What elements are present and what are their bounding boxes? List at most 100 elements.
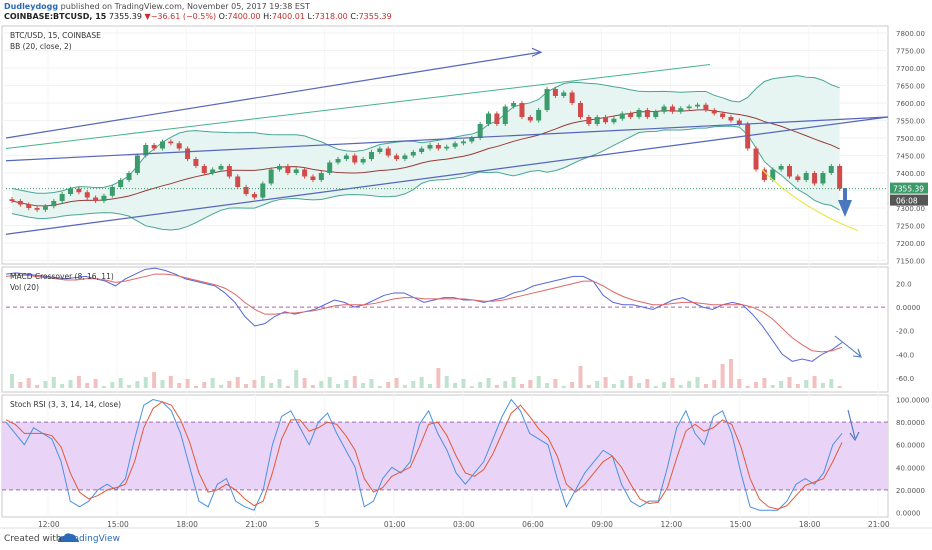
low-value: 7318.00 <box>314 12 348 21</box>
volume-bar <box>302 378 307 388</box>
volume-bar <box>101 386 106 388</box>
candle-body <box>185 148 191 159</box>
candle-body <box>795 176 801 180</box>
candle-body <box>477 124 483 138</box>
price-axis-label: 7200.00 <box>896 240 925 248</box>
price-axis-label: 7600.00 <box>896 100 925 108</box>
candle-body <box>285 166 291 173</box>
volume-bar <box>118 378 123 388</box>
volume-bar <box>795 384 800 388</box>
volume-bar <box>687 381 692 388</box>
volume-bar <box>829 379 834 388</box>
candle-body <box>235 176 241 187</box>
volume-bar <box>762 378 767 388</box>
volume-bar <box>168 376 173 388</box>
stoch-axis-label: 80.0000 <box>896 419 925 427</box>
down-arrow-icon <box>838 188 852 217</box>
high-label: H: <box>263 12 272 21</box>
candle-body <box>51 201 57 207</box>
candle-body <box>210 169 216 173</box>
countdown-badge <box>890 194 928 206</box>
volume-bar <box>820 383 825 388</box>
volume-bar <box>252 380 257 388</box>
close-value: 7355.39 <box>358 12 392 21</box>
candle-body <box>486 113 492 124</box>
bb-indicator-title: BB (20, close, 2) <box>10 42 72 51</box>
candle-body <box>711 110 717 114</box>
volume-bar <box>336 384 341 388</box>
volume-bar <box>419 377 424 388</box>
price-pane-title: BTC/USD, 15, COINBASE <box>10 31 101 40</box>
price-axis-label: 7250.00 <box>896 223 925 231</box>
candle-body <box>93 197 99 201</box>
stoch-axis-label: 40.0000 <box>896 464 925 472</box>
candle-body <box>519 103 525 117</box>
candle-body <box>594 117 600 124</box>
tradingview-logo[interactable]: TradingView <box>65 534 120 544</box>
candle-body <box>653 111 659 117</box>
macd-axis-label: -40.0 <box>896 351 914 359</box>
candle-body <box>410 152 416 156</box>
low-label: L: <box>307 12 315 21</box>
stoch-d-line <box>5 401 843 510</box>
volume-bar <box>428 384 432 388</box>
candle-body <box>803 173 809 180</box>
candle-body <box>753 148 759 170</box>
trend-arrow-head-icon <box>531 47 543 57</box>
volume-bar <box>611 384 616 388</box>
volume-bar <box>219 385 223 388</box>
candle-body <box>761 169 767 180</box>
candle-body <box>377 148 383 152</box>
candle-body <box>243 187 249 194</box>
macd-axis-label: 20.0 <box>896 281 912 289</box>
candle-body <box>360 159 366 163</box>
candle-body <box>293 169 299 173</box>
candle-body <box>511 103 517 107</box>
volume-indicator-title: Vol (20) <box>10 283 40 292</box>
macd-axis-label: 0.0000 <box>896 304 921 312</box>
volume-bar <box>670 378 675 388</box>
volume-bar <box>745 386 750 388</box>
volume-bar <box>285 386 290 388</box>
volume-bar <box>26 378 31 388</box>
candle-body <box>469 138 475 142</box>
volume-bar <box>503 381 508 388</box>
volume-bar <box>511 377 516 388</box>
trendline-lower <box>5 116 889 162</box>
macd-signal-line <box>5 273 843 353</box>
volume-bar <box>712 380 717 388</box>
macd-pane-frame <box>1 266 889 393</box>
volume-bar <box>728 359 733 388</box>
volume-bar <box>528 380 533 388</box>
volume-bar <box>812 376 817 388</box>
volume-bar <box>703 384 708 388</box>
candle-body <box>720 113 726 117</box>
volume-bar <box>110 382 115 388</box>
candle-body <box>837 166 843 189</box>
candle-body <box>435 145 441 149</box>
price-axis-label: 7750.00 <box>896 48 925 56</box>
volume-bar <box>478 382 483 388</box>
volume-bar <box>444 376 449 388</box>
price-axis-label: 7400.00 <box>896 170 925 178</box>
candle-body <box>318 173 324 180</box>
publish-date: published on TradingView.com, November 0… <box>60 2 310 11</box>
volume-bar <box>85 383 90 388</box>
author-link[interactable]: Dudleydogg <box>4 2 59 11</box>
volume-bar <box>344 380 349 388</box>
volume-bar <box>469 386 474 388</box>
macd-line <box>5 267 843 362</box>
volume-bar <box>628 376 633 388</box>
candle-body <box>544 89 550 110</box>
volume-bar <box>135 381 140 388</box>
candle-body <box>452 143 458 147</box>
volume-bar <box>227 381 232 388</box>
volume-bar <box>35 385 40 388</box>
publish-info: Dudleydogg published on TradingView.com,… <box>4 2 310 11</box>
volume-bar <box>494 385 499 388</box>
candle-body <box>260 183 266 198</box>
volume-bar <box>277 379 282 388</box>
projection-curve <box>761 169 859 232</box>
last-price-badge <box>890 182 928 194</box>
